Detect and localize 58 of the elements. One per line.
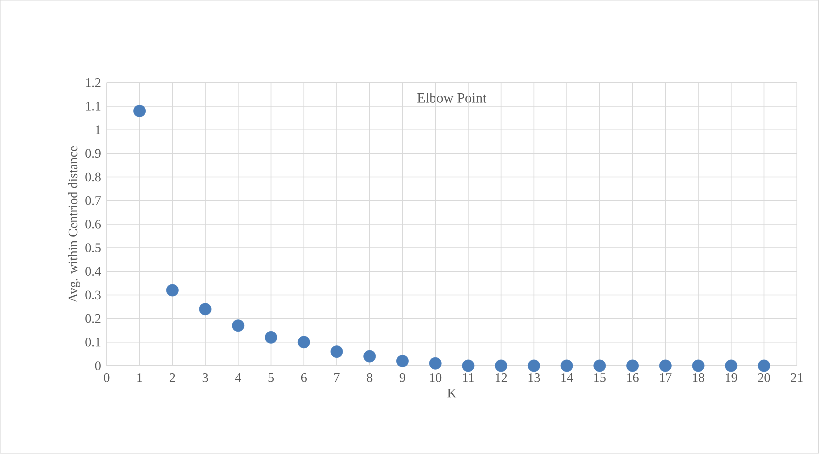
- y-tick-label: 0.3: [86, 290, 101, 300]
- y-tick-label: 0.1: [86, 338, 101, 347]
- y-tick-label: 0.5: [86, 244, 101, 252]
- point: [364, 350, 376, 363]
- y-tick-label: 0.4: [86, 267, 102, 276]
- point: [758, 360, 770, 372]
- x-tick-label: 15: [594, 374, 606, 382]
- x-tick-label: 20: [758, 374, 770, 382]
- point: [134, 105, 146, 118]
- point: [626, 360, 639, 372]
- x-tick-label: 1: [138, 374, 142, 382]
- x-tick-label: 16: [627, 374, 639, 382]
- x-tick-label: 2: [170, 374, 176, 382]
- x-tick-label: 7: [334, 374, 340, 382]
- point: [495, 360, 508, 372]
- x-tick-label: 10: [430, 374, 442, 382]
- point: [265, 332, 278, 344]
- point: [330, 346, 344, 358]
- x-tick-label: 11: [463, 374, 474, 382]
- x-tick-label: 18: [693, 374, 705, 382]
- point: [560, 360, 574, 372]
- x-tick-label: 4: [235, 374, 242, 382]
- x-tick-label: 6: [301, 374, 307, 382]
- y-tick-label: 1.2: [86, 78, 101, 88]
- point: [659, 360, 672, 372]
- x-tick-label: 12: [496, 374, 508, 382]
- y-axis-title: Avg. within Centriod distance: [68, 146, 80, 303]
- point: [725, 360, 738, 372]
- y-tick-label: 1: [96, 126, 101, 134]
- x-tick-label: 19: [726, 374, 738, 382]
- y-tick-label: 1.1: [86, 102, 101, 111]
- y-tick-label: 0: [95, 362, 101, 370]
- y-tick-label: 0.8: [86, 172, 101, 182]
- point: [199, 303, 212, 316]
- point: [594, 360, 606, 372]
- point: [166, 284, 179, 297]
- y-tick-label: 0.9: [86, 149, 101, 158]
- y-tick-label: 0.2: [86, 314, 101, 324]
- x-tick-label: 5: [268, 374, 274, 382]
- point: [462, 360, 475, 372]
- point: [429, 357, 442, 370]
- y-tick-label: 0.7: [86, 196, 102, 206]
- point: [692, 360, 705, 372]
- point: [232, 320, 245, 332]
- x-tick-label: 8: [367, 374, 373, 382]
- x-tick-label: 14: [562, 374, 574, 382]
- x-tick-label: 9: [400, 374, 406, 382]
- x-axis-title: K: [448, 389, 457, 398]
- point: [298, 336, 310, 349]
- point: [396, 355, 409, 368]
- x-tick-label: 21: [791, 374, 803, 382]
- x-tick-label: 17: [660, 374, 672, 382]
- x-tick-label: 3: [202, 374, 208, 382]
- point: [528, 360, 540, 372]
- x-tick-label: 0: [104, 374, 110, 382]
- x-tick-label: 13: [528, 374, 540, 382]
- text: Elbow Point: [418, 93, 487, 103]
- y-tick-label: 0.6: [86, 220, 102, 229]
